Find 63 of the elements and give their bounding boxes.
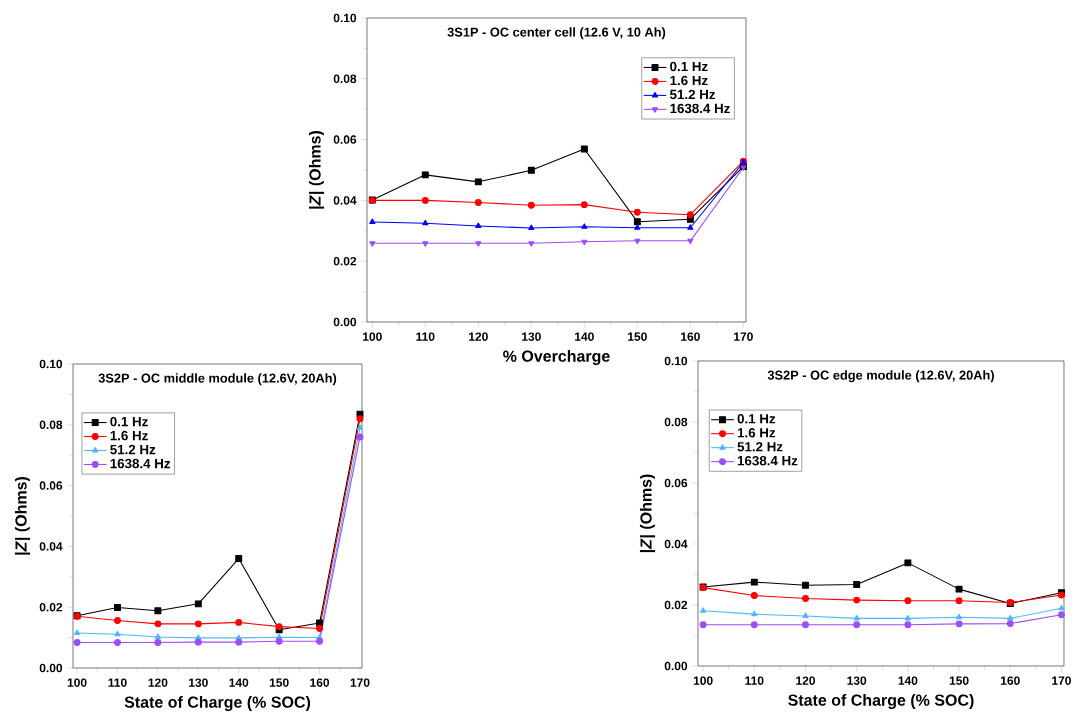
y-tick-label: 0.08 xyxy=(333,74,357,84)
y-tick-label: 0.04 xyxy=(664,539,688,549)
x-tick-label: 140 xyxy=(898,676,918,685)
x-tick-label: 140 xyxy=(229,678,249,687)
x-tick-label: 100 xyxy=(693,676,713,685)
y-tick-label: 0.00 xyxy=(39,663,63,673)
legend-label: 1.6 Hz xyxy=(110,430,148,441)
x-tick-label: 150 xyxy=(269,678,289,687)
legend-label: 51.2 Hz xyxy=(737,442,783,452)
x-tick-label: 120 xyxy=(796,676,816,685)
y-tick-label: 0.04 xyxy=(39,542,63,551)
y-tick-label: 0.08 xyxy=(664,417,688,427)
y-tick-label: 0.02 xyxy=(664,600,688,610)
text: 3S2P - OC middle module (12.6V, 20Ah) xyxy=(98,373,337,386)
x-tick-label: 100 xyxy=(67,678,87,687)
x-tick-label: 160 xyxy=(310,678,330,687)
x-tick-label: 170 xyxy=(734,332,753,341)
x-tick-label: 130 xyxy=(522,332,541,341)
x-axis-title: % Overcharge xyxy=(503,350,610,366)
y-tick-label: 0.06 xyxy=(39,481,63,490)
text: 3S1P - OC center cell (12.6 V, 10 Ah) xyxy=(447,27,666,40)
x-tick-label: 130 xyxy=(847,676,867,685)
x-axis-title: State of Charge (% SOC) xyxy=(124,696,311,712)
x-tick-label: 170 xyxy=(350,678,370,687)
y-tick-label: 0.10 xyxy=(39,359,63,369)
y-axis-title: |Z| (Ohms) xyxy=(639,474,656,553)
x-tick-label: 170 xyxy=(1052,676,1071,685)
text: 3S2P - OC edge module (12.6V, 20Ah) xyxy=(767,370,994,383)
y-tick-label: 0.02 xyxy=(333,256,357,266)
legend-label: 0.1 Hz xyxy=(110,416,148,427)
x-axis-title: State of Charge (% SOC) xyxy=(788,694,974,710)
legend-label: 1638.4 Hz xyxy=(737,455,798,466)
y-axis-title: |Z| (Ohms) xyxy=(14,476,31,555)
y-tick-label: 0.10 xyxy=(333,13,357,23)
x-tick-label: 130 xyxy=(189,678,208,687)
legend-label: 0.1 Hz xyxy=(670,61,708,72)
y-tick-label: 0.00 xyxy=(333,317,357,327)
legend-label: 1638.4 Hz xyxy=(110,458,171,469)
y-tick-label: 0.08 xyxy=(39,420,63,430)
legend-label: 1.6 Hz xyxy=(737,428,776,438)
x-tick-label: 120 xyxy=(469,332,488,341)
legend-label: 51.2 Hz xyxy=(670,89,716,100)
x-tick-label: 150 xyxy=(628,332,647,341)
x-tick-label: 160 xyxy=(1000,676,1020,685)
legend-label: 51.2 Hz xyxy=(110,444,156,455)
y-axis-title: |Z| (Ohms) xyxy=(308,130,325,209)
x-tick-label: 120 xyxy=(148,678,168,687)
y-tick-label: 0.00 xyxy=(664,661,688,671)
y-tick-label: 0.10 xyxy=(664,356,688,366)
legend-label: 0.1 Hz xyxy=(737,414,776,424)
y-tick-label: 0.02 xyxy=(39,602,63,612)
x-tick-label: 160 xyxy=(681,332,700,341)
legend-label: 1.6 Hz xyxy=(670,75,708,86)
y-tick-label: 0.06 xyxy=(333,135,357,144)
x-tick-label: 110 xyxy=(108,678,127,687)
y-tick-label: 0.06 xyxy=(664,478,688,488)
legend-label: 1638.4 Hz xyxy=(670,103,730,114)
x-tick-label: 150 xyxy=(949,676,969,685)
x-tick-label: 100 xyxy=(363,332,382,341)
y-tick-label: 0.04 xyxy=(333,196,357,205)
x-tick-label: 110 xyxy=(416,332,435,341)
x-tick-label: 110 xyxy=(745,676,764,685)
x-tick-label: 140 xyxy=(575,332,594,341)
